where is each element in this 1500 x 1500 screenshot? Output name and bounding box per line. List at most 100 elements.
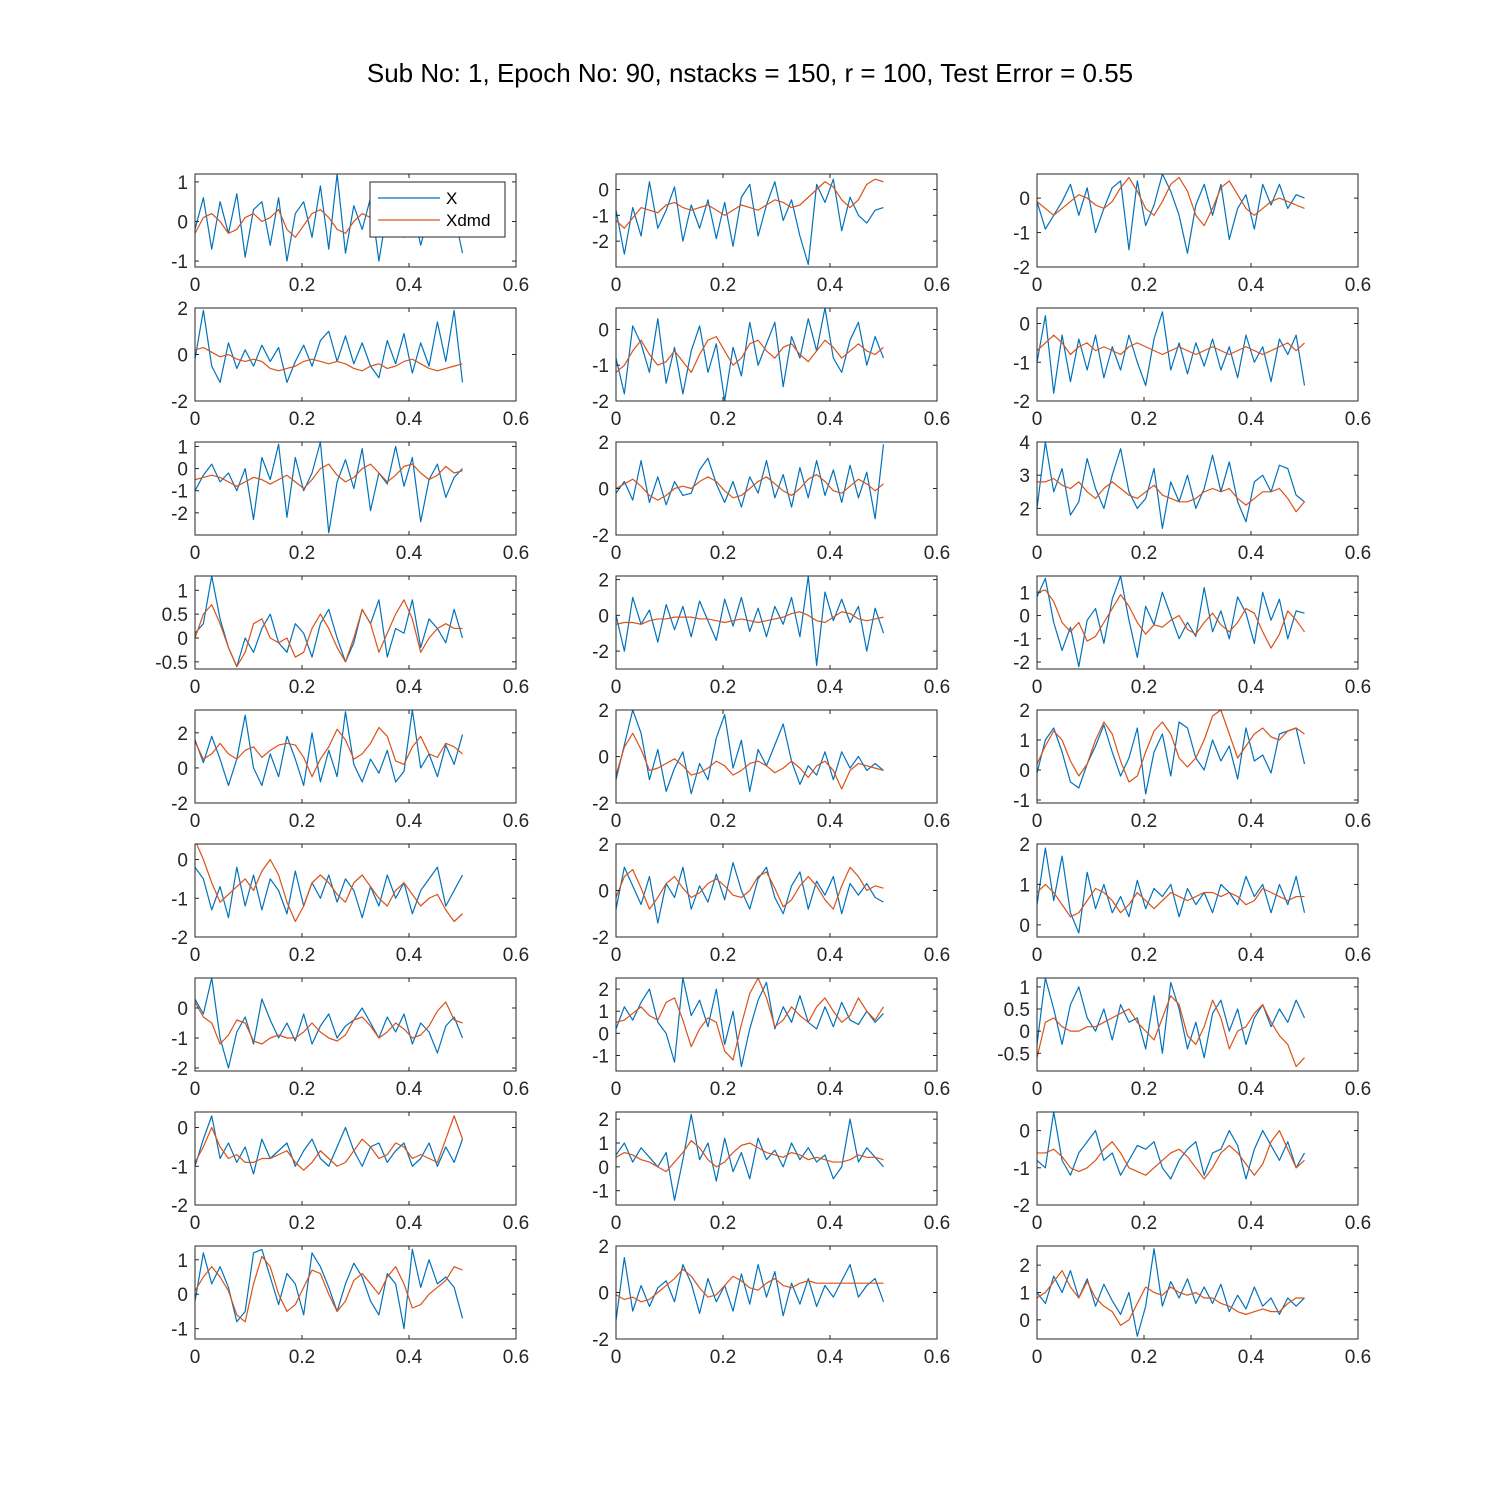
x-tick-label: 0.6 xyxy=(503,275,529,296)
y-tick-label: -2 xyxy=(171,928,188,949)
series-line-x xyxy=(1037,1112,1306,1180)
y-tick-label: -2 xyxy=(171,1059,188,1080)
axes-box xyxy=(615,441,938,536)
y-tick-label: 2 xyxy=(1019,499,1030,520)
x-tick-label: 0.4 xyxy=(396,1347,423,1368)
subplot-18: 0 0.2 0.4 0.6 0 1 2 xyxy=(1019,835,1371,966)
x-tick-label: 0 xyxy=(611,1347,622,1368)
x-tick-label: 0 xyxy=(190,677,201,698)
y-tick-label: 3 xyxy=(1019,466,1030,487)
x-tick-label: 0.2 xyxy=(289,409,315,430)
y-tick-label: 0.5 xyxy=(1004,1000,1030,1021)
x-tick-label: 0.4 xyxy=(1238,1347,1265,1368)
x-tick-label: 0.6 xyxy=(1345,543,1371,564)
x-tick-label: 0.4 xyxy=(1238,677,1265,698)
legend: X Xdmd xyxy=(369,181,506,238)
x-tick-label: 0 xyxy=(1032,677,1043,698)
y-tick-label: 0 xyxy=(1019,1022,1030,1043)
x-tick-label: 0.6 xyxy=(1345,677,1371,698)
x-tick-label: 0.2 xyxy=(289,1347,315,1368)
x-tick-label: 0.6 xyxy=(503,1079,529,1100)
x-tick-label: 0.4 xyxy=(817,543,844,564)
series-line-xdmd xyxy=(1037,334,1305,356)
series-line-x xyxy=(1037,721,1306,795)
subplot-10: 0 0.2 0.4 0.6-0.500.51 xyxy=(155,575,529,698)
x-tick-label: 0.6 xyxy=(503,677,529,698)
axes-box xyxy=(194,1245,517,1340)
x-tick-label: 0.4 xyxy=(396,945,423,966)
x-tick-label: 0 xyxy=(611,543,622,564)
subplot-16: 0 0.2 0.4 0.6 -2 -1 0 xyxy=(171,843,529,966)
series-line-x xyxy=(195,442,463,534)
x-tick-label: 0 xyxy=(1032,945,1043,966)
y-tick-label: -2 xyxy=(171,504,188,525)
subplot-22: 0 0.2 0.4 0.6 -2 -1 0 xyxy=(171,1111,529,1234)
x-tick-label: 0.2 xyxy=(1131,1347,1157,1368)
x-tick-label: 0.2 xyxy=(289,945,315,966)
x-tick-label: 0.6 xyxy=(924,1079,950,1100)
x-tick-label: 0 xyxy=(190,543,201,564)
y-tick-label: -1 xyxy=(171,252,188,273)
x-tick-label: 0.2 xyxy=(1131,1213,1157,1234)
y-tick-label: -2 xyxy=(592,526,609,547)
axes-box xyxy=(194,575,517,670)
x-tick-label: 0.2 xyxy=(710,275,736,296)
x-tick-label: 0.4 xyxy=(396,677,423,698)
y-tick-label: 0 xyxy=(1019,607,1030,628)
x-tick-label: 0.2 xyxy=(289,811,315,832)
x-tick-label: 0.6 xyxy=(503,1213,529,1234)
x-tick-label: 0.6 xyxy=(503,811,529,832)
series-line-xdmd xyxy=(616,1268,884,1303)
series-line-x xyxy=(616,308,885,401)
axes-box xyxy=(1036,307,1359,402)
axes-box xyxy=(615,1111,938,1206)
y-tick-label: 2 xyxy=(1019,701,1030,722)
x-tick-label: 0.4 xyxy=(817,409,844,430)
x-tick-label: 0 xyxy=(190,1347,201,1368)
x-tick-label: 0.2 xyxy=(1131,945,1157,966)
y-tick-label: 0 xyxy=(177,759,188,780)
x-tick-label: 0.2 xyxy=(710,677,736,698)
y-tick-label: 0 xyxy=(177,999,188,1020)
subplot-2: 0 0.2 0.4 0.6 -2 -1 0 xyxy=(592,173,950,296)
y-tick-label: -2 xyxy=(171,794,188,815)
axes-box xyxy=(194,977,517,1072)
series-line-x xyxy=(1037,978,1306,1059)
x-tick-label: 0 xyxy=(611,1213,622,1234)
x-tick-label: 0 xyxy=(190,409,201,430)
x-tick-label: 0.6 xyxy=(503,945,529,966)
series-line-x xyxy=(616,1113,884,1201)
y-tick-label: 0 xyxy=(598,480,609,501)
y-tick-label: -1 xyxy=(592,206,609,227)
y-tick-label: 1 xyxy=(177,1251,188,1272)
x-tick-label: 0.2 xyxy=(710,409,736,430)
y-tick-label: -2 xyxy=(1013,1196,1030,1217)
figure-title: Sub No: 1, Epoch No: 90, nstacks = 150, … xyxy=(366,58,1134,88)
x-tick-label: 0 xyxy=(611,677,622,698)
y-tick-label: -1 xyxy=(1013,224,1030,245)
x-tick-label: 0 xyxy=(190,1079,201,1100)
y-tick-label: 0 xyxy=(598,181,609,202)
x-tick-label: 0.6 xyxy=(1345,409,1371,430)
x-tick-label: 0.4 xyxy=(396,1079,423,1100)
y-tick-label: 2 xyxy=(1019,835,1030,856)
subplot-9: 0 0.2 0.4 0.6 2 3 4 xyxy=(1019,433,1371,564)
y-tick-label: 1 xyxy=(1019,731,1030,752)
y-tick-label: 0 xyxy=(1019,761,1030,782)
y-tick-label: -2 xyxy=(592,232,609,253)
axes-box xyxy=(1036,1245,1359,1340)
y-tick-label: 4 xyxy=(1019,433,1030,454)
series-line-xdmd xyxy=(195,726,463,778)
x-tick-label: 0.2 xyxy=(1131,811,1157,832)
legend-label-x: X xyxy=(446,189,457,208)
series-line-xdmd xyxy=(616,1140,884,1173)
x-tick-label: 0.4 xyxy=(396,1213,423,1234)
series-line-xdmd xyxy=(1037,477,1305,513)
y-tick-label: 2 xyxy=(598,980,609,1001)
y-tick-label: -1 xyxy=(171,889,188,910)
subplot-11: 0 0.2 0.4 0.6-202 xyxy=(592,571,950,698)
series-line-xdmd xyxy=(616,473,884,501)
axes-box xyxy=(615,307,938,402)
